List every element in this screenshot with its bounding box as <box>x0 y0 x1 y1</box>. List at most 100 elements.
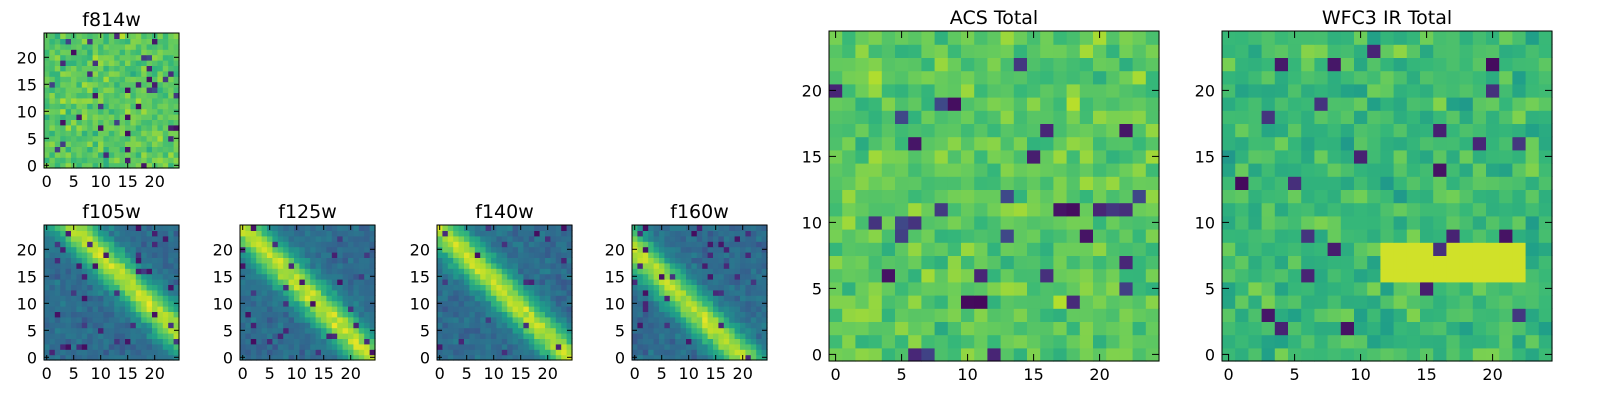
heatmap-cell <box>696 289 703 296</box>
heatmap-cell <box>60 262 67 269</box>
heatmap-cell <box>1459 97 1474 111</box>
heatmap-cell <box>1119 202 1134 217</box>
heatmap-cell <box>1393 97 1408 111</box>
heatmap-cell <box>921 176 936 190</box>
heatmap-cell <box>168 246 175 253</box>
heatmap-cell <box>675 311 682 318</box>
heatmap-cell <box>256 289 263 296</box>
heatmap-cell <box>1380 295 1395 309</box>
heatmap-cell <box>277 354 284 361</box>
heatmap-cell <box>146 354 153 361</box>
heatmap-cell <box>310 230 317 237</box>
heatmap-cell <box>135 162 142 169</box>
heatmap-cell <box>310 252 317 258</box>
heatmap-cell <box>1525 308 1540 322</box>
heatmap-cell <box>829 242 843 256</box>
heatmap-cell <box>729 252 736 258</box>
heatmap-cell <box>1261 176 1276 190</box>
heatmap-cell <box>261 225 268 231</box>
heatmap-cell <box>761 241 768 248</box>
heatmap-cell <box>534 311 541 318</box>
heatmap-cell <box>745 327 752 334</box>
y-tick-label: 15 <box>1195 147 1215 166</box>
heatmap-cell <box>491 295 497 302</box>
heatmap-cell <box>152 300 158 307</box>
heatmap-cell <box>675 284 682 291</box>
heatmap-cell <box>1512 189 1527 204</box>
heatmap-cell <box>555 316 562 323</box>
heatmap-cell <box>87 103 94 110</box>
heatmap-cell <box>1327 321 1342 336</box>
heatmap-cell <box>868 83 883 98</box>
heatmap-cell <box>550 333 557 339</box>
heatmap-cell <box>1472 44 1487 58</box>
heatmap-cell <box>87 316 94 323</box>
heatmap-cell <box>713 241 719 248</box>
heatmap-cell <box>1301 70 1315 85</box>
heatmap-cell <box>71 230 77 237</box>
heatmap-cell <box>523 354 530 361</box>
heatmap-cell <box>87 130 94 137</box>
heatmap-cell <box>369 322 376 329</box>
heatmap-cell <box>71 70 77 77</box>
heatmap-cell <box>1106 163 1120 177</box>
heatmap-cell <box>659 241 665 248</box>
heatmap-cell <box>364 252 371 258</box>
heatmap-cell <box>1000 189 1015 204</box>
heatmap-cell <box>637 338 644 345</box>
heatmap-cell <box>1525 347 1540 362</box>
heatmap-cell <box>648 235 655 242</box>
heatmap-cell <box>842 281 856 296</box>
heatmap-cell <box>250 300 257 307</box>
heatmap-cell <box>162 316 169 323</box>
heatmap-cell <box>294 268 300 275</box>
heatmap-cell <box>125 119 131 126</box>
heatmap-cell <box>60 97 67 104</box>
heatmap-cell <box>125 146 131 153</box>
heatmap-cell <box>65 54 72 61</box>
heatmap-cell <box>168 311 175 318</box>
heatmap-cell <box>1499 136 1513 151</box>
heatmap-cell <box>1525 255 1540 270</box>
heatmap-cell <box>98 114 104 120</box>
heatmap-cell <box>734 327 741 334</box>
heatmap-cell <box>496 257 503 264</box>
heatmap-cell <box>707 257 714 264</box>
heatmap-cell <box>507 349 514 356</box>
heatmap-cell <box>49 108 56 115</box>
heatmap-cell <box>1027 97 1041 111</box>
heatmap-cell <box>707 225 714 231</box>
heatmap-cell <box>76 333 83 339</box>
heatmap-cell <box>49 60 56 66</box>
heatmap-cell <box>1000 268 1015 283</box>
heatmap-cell <box>1486 202 1500 217</box>
heatmap-cell <box>496 343 503 350</box>
heatmap-cell <box>1274 70 1289 85</box>
y-tick-label: 20 <box>605 240 625 259</box>
heatmap-cell <box>691 279 698 285</box>
heatmap-cell <box>491 338 497 345</box>
heatmap-cell <box>76 349 83 356</box>
heatmap-cell <box>469 268 476 275</box>
heatmap-cell <box>1053 97 1068 111</box>
y-tick-label: 0 <box>27 156 37 175</box>
heatmap-cell <box>534 338 541 345</box>
heatmap-cell <box>103 252 110 258</box>
heatmap-cell <box>868 255 883 270</box>
heatmap-cell <box>92 103 99 110</box>
heatmap-cell <box>648 246 655 253</box>
heatmap-cell <box>1079 149 1094 164</box>
heatmap-cell <box>119 333 126 339</box>
heatmap-cell <box>1433 176 1447 190</box>
heatmap-cell <box>81 246 88 253</box>
heatmap-cell <box>442 349 449 356</box>
heatmap-cell <box>632 311 638 318</box>
heatmap-cell <box>92 141 99 147</box>
heatmap-cell <box>173 343 180 350</box>
heatmap-cell <box>561 295 568 302</box>
heatmap-cell <box>686 262 692 269</box>
heatmap-cell <box>288 284 295 291</box>
heatmap-cell <box>881 255 896 270</box>
heatmap-cell <box>294 349 300 356</box>
heatmap-cell <box>71 333 77 339</box>
